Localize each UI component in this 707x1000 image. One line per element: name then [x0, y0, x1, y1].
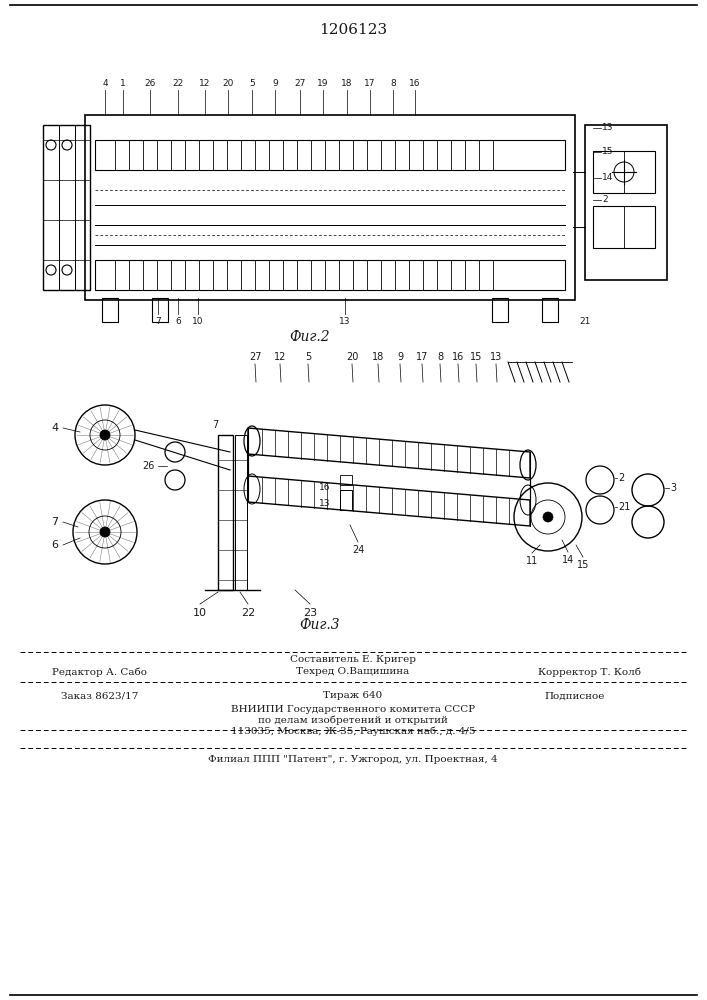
Text: 15: 15 [602, 147, 614, 156]
Bar [43, 125, 90, 290]
Bar [340, 475, 352, 485]
Text: 4: 4 [103, 79, 107, 88]
Text: 6: 6 [52, 540, 59, 550]
Text: 16: 16 [452, 352, 464, 362]
Text: 22: 22 [173, 79, 184, 88]
Text: 24: 24 [352, 545, 364, 555]
Text: 27: 27 [294, 79, 305, 88]
Text: 19: 19 [317, 79, 329, 88]
Text: Фиг.3: Фиг.3 [300, 618, 340, 632]
Text: по делам изобретений и открытий: по делам изобретений и открытий [258, 715, 448, 725]
Text: 6: 6 [175, 317, 181, 326]
Text: 8: 8 [390, 79, 396, 88]
Text: 13: 13 [490, 352, 502, 362]
Text: 9: 9 [272, 79, 278, 88]
Circle shape [100, 430, 110, 440]
Bar [85, 115, 575, 300]
Text: 7: 7 [52, 517, 59, 527]
Text: 14: 14 [562, 555, 574, 565]
Circle shape [543, 512, 553, 522]
Bar [593, 206, 655, 248]
Text: 26: 26 [144, 79, 156, 88]
Text: 27: 27 [249, 352, 262, 362]
Text: 21: 21 [579, 317, 590, 326]
Text: Техред О.Ващишина: Техред О.Ващишина [296, 668, 409, 676]
Text: 16: 16 [318, 483, 330, 491]
Bar [585, 125, 667, 280]
Text: Редактор А. Сабо: Редактор А. Сабо [52, 667, 148, 677]
Text: 20: 20 [222, 79, 234, 88]
Bar [95, 260, 565, 290]
Text: 10: 10 [193, 608, 207, 618]
Text: Корректор Т. Колб: Корректор Т. Колб [539, 667, 641, 677]
Text: 14: 14 [602, 174, 614, 182]
Text: Фиг.2: Фиг.2 [290, 330, 330, 344]
Text: 17: 17 [416, 352, 428, 362]
Text: Составитель Е. Кригер: Составитель Е. Кригер [290, 656, 416, 664]
Text: 15: 15 [470, 352, 482, 362]
Text: 3: 3 [670, 483, 676, 493]
Text: 12: 12 [199, 79, 211, 88]
Text: 5: 5 [305, 352, 311, 362]
Text: 13: 13 [602, 123, 614, 132]
Bar [235, 435, 247, 590]
Text: 5: 5 [249, 79, 255, 88]
Text: 4: 4 [52, 423, 59, 433]
Text: 18: 18 [372, 352, 384, 362]
Text: 2: 2 [602, 196, 607, 205]
Text: Заказ 8623/17: Заказ 8623/17 [62, 692, 139, 700]
Text: 113035, Москва, Ж-35, Раушская наб., д. 4/5: 113035, Москва, Ж-35, Раушская наб., д. … [230, 726, 475, 736]
Text: Подписное: Подписное [545, 692, 605, 700]
Text: 1: 1 [120, 79, 126, 88]
Text: 16: 16 [409, 79, 421, 88]
Text: 26: 26 [142, 461, 154, 471]
Text: 2: 2 [618, 473, 624, 483]
Text: 22: 22 [241, 608, 255, 618]
Text: 21: 21 [618, 502, 631, 512]
Text: 1206123: 1206123 [319, 23, 387, 37]
Bar [218, 435, 233, 590]
Text: 12: 12 [274, 352, 286, 362]
Text: 11: 11 [526, 556, 538, 566]
Text: 23: 23 [303, 608, 317, 618]
Text: 7: 7 [212, 420, 218, 430]
Bar [492, 298, 508, 322]
Text: 18: 18 [341, 79, 353, 88]
Text: 13: 13 [318, 498, 330, 508]
Text: 13: 13 [339, 317, 351, 326]
Text: 10: 10 [192, 317, 204, 326]
Bar [340, 490, 352, 510]
Text: 9: 9 [397, 352, 403, 362]
Text: 17: 17 [364, 79, 375, 88]
Text: Филиал ППП "Патент", г. Ужгород, ул. Проектная, 4: Филиал ППП "Патент", г. Ужгород, ул. Про… [208, 756, 498, 764]
Bar [542, 298, 558, 322]
Text: ВНИИПИ Государственного комитета СССР: ВНИИПИ Государственного комитета СССР [231, 706, 475, 714]
Bar [152, 298, 168, 322]
Text: 7: 7 [155, 317, 161, 326]
Text: 20: 20 [346, 352, 358, 362]
Text: 15: 15 [577, 560, 589, 570]
Text: 8: 8 [437, 352, 443, 362]
Circle shape [100, 527, 110, 537]
Bar [593, 151, 655, 193]
Text: Тираж 640: Тираж 640 [323, 692, 382, 700]
Bar [102, 298, 118, 322]
Bar [95, 140, 565, 170]
